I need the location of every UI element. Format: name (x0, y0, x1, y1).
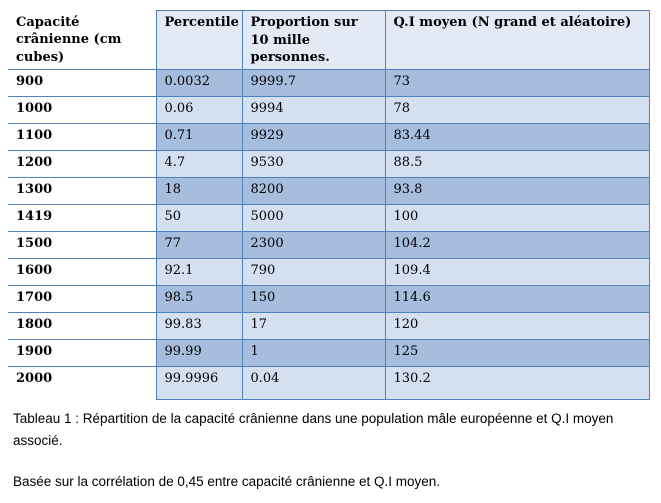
qi-cell: 120 (384, 311, 650, 340)
percentile-cell: 0.0032 (155, 68, 243, 97)
table-row: 1500 77 2300 104.2 (8, 230, 650, 259)
table-caption: Tableau 1 : Répartition de la capacité c… (13, 411, 614, 448)
proportion-cell: 8200 (241, 176, 386, 205)
table-row: 1000 0.06 9994 78 (8, 95, 650, 124)
capacity-cell: 1100 (8, 123, 156, 151)
table-row: 900 0.0032 9999.7 73 (8, 68, 650, 97)
table-row: 1700 98.5 150 114.6 (8, 284, 650, 313)
proportion-cell: 9999.7 (241, 68, 386, 97)
percentile-cell: 99.99 (155, 338, 243, 367)
capacity-cell: 1600 (8, 258, 156, 286)
percentile-cell: 77 (155, 230, 243, 259)
capacity-cell: 1200 (8, 150, 156, 178)
table-row: 1600 92.1 790 109.4 (8, 257, 650, 286)
proportion-cell: 17 (241, 311, 386, 340)
table-row: 1300 18 8200 93.8 (8, 176, 650, 205)
capacity-cell: 1419 (8, 204, 156, 232)
percentile-cell: 50 (155, 203, 243, 232)
proportion-cell: 2300 (241, 230, 386, 259)
capacity-cell: 1500 (8, 231, 156, 259)
proportion-cell: 9530 (241, 149, 386, 178)
qi-cell: 109.4 (384, 257, 650, 286)
proportion-cell: 790 (241, 257, 386, 286)
proportion-cell: 0.04 (241, 365, 386, 400)
header-percentile: Percentile (155, 10, 243, 70)
proportion-cell: 1 (241, 338, 386, 367)
capacity-cell: 1700 (8, 285, 156, 313)
qi-cell: 73 (384, 68, 650, 97)
proportion-cell: 150 (241, 284, 386, 313)
qi-cell: 130.2 (384, 365, 650, 400)
cranial-capacity-table: Capacité crânienne (cm cubes) Percentile… (8, 10, 650, 400)
capacity-cell: 2000 (8, 366, 156, 400)
qi-cell: 104.2 (384, 230, 650, 259)
percentile-cell: 99.9996 (155, 365, 243, 400)
table-row: 1900 99.99 1 125 (8, 338, 650, 367)
qi-cell: 93.8 (384, 176, 650, 205)
capacity-cell: 900 (8, 69, 156, 97)
percentile-cell: 0.71 (155, 122, 243, 151)
proportion-cell: 9994 (241, 95, 386, 124)
table-header-row: Capacité crânienne (cm cubes) Percentile… (8, 10, 650, 70)
capacity-cell: 1000 (8, 96, 156, 124)
percentile-cell: 0.06 (155, 95, 243, 124)
qi-cell: 83.44 (384, 122, 650, 151)
header-proportion: Proportion sur 10 mille personnes. (241, 10, 386, 70)
percentile-cell: 18 (155, 176, 243, 205)
table-row: 1100 0.71 9929 83.44 (8, 122, 650, 151)
table-row: 2000 99.9996 0.04 130.2 (8, 365, 650, 400)
header-capacity: Capacité crânienne (cm cubes) (8, 10, 156, 70)
capacity-cell: 1900 (8, 339, 156, 367)
qi-cell: 125 (384, 338, 650, 367)
qi-cell: 114.6 (384, 284, 650, 313)
header-qi: Q.I moyen (N grand et aléatoire) (384, 10, 650, 70)
table-row: 1800 99.83 17 120 (8, 311, 650, 340)
table-row: 1200 4.7 9530 88.5 (8, 149, 650, 178)
percentile-cell: 99.83 (155, 311, 243, 340)
qi-cell: 100 (384, 203, 650, 232)
percentile-cell: 4.7 (155, 149, 243, 178)
percentile-cell: 92.1 (155, 257, 243, 286)
capacity-cell: 1300 (8, 177, 156, 205)
proportion-cell: 9929 (241, 122, 386, 151)
proportion-cell: 5000 (241, 203, 386, 232)
percentile-cell: 98.5 (155, 284, 243, 313)
table-row: 1419 50 5000 100 (8, 203, 650, 232)
correlation-note: Basée sur la corrélation de 0,45 entre c… (13, 474, 440, 489)
capacity-cell: 1800 (8, 312, 156, 340)
qi-cell: 78 (384, 95, 650, 124)
qi-cell: 88.5 (384, 149, 650, 178)
